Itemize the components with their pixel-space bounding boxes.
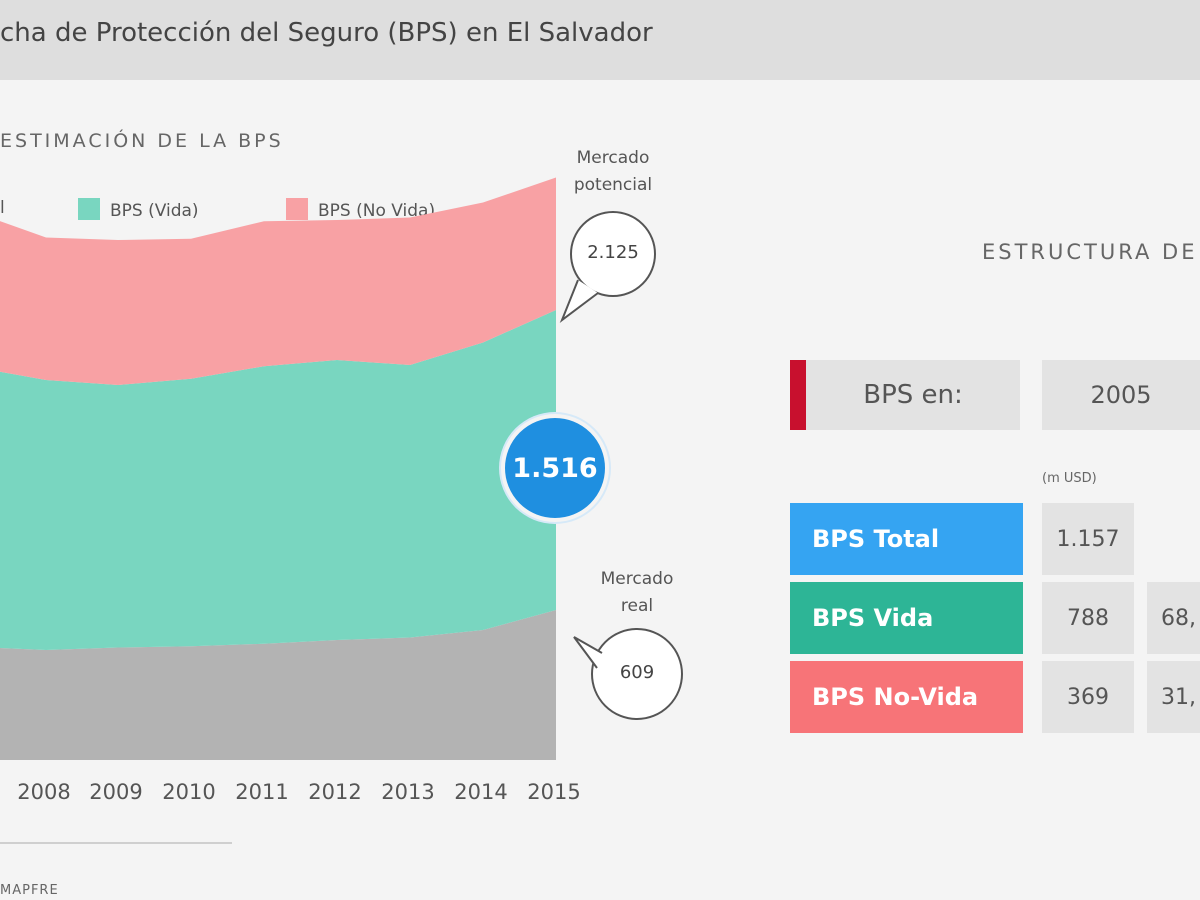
legend-item-novida: BPS (No Vida) — [286, 198, 435, 221]
chart-areas — [0, 177, 556, 760]
real-market-value: 609 — [619, 662, 655, 683]
row-label-bps-vida: BPS Vida — [790, 582, 1023, 654]
row-label-bps-total: BPS Total — [790, 503, 1023, 575]
legend-label-vida: BPS (Vida) — [110, 201, 199, 221]
real-label-line2: real — [620, 596, 654, 616]
x-axis-ticks: 2008 2009 2010 2011 2012 2013 2014 2015 — [17, 780, 580, 804]
area-bps-no-vida — [0, 177, 556, 385]
cell-bps-novida-value: 369 — [1042, 661, 1134, 733]
potential-market-value: 2.125 — [587, 242, 639, 263]
legend-swatch-vida — [78, 198, 100, 220]
section-title: ESTIMACIÓN DE LA BPS — [0, 130, 284, 152]
source-note: MAPFRE — [0, 883, 59, 898]
callout-bubbles — [553, 211, 683, 720]
real-market-label: Mercado real — [582, 566, 692, 620]
area-bps-vida — [0, 310, 556, 650]
x-tick-label: 2013 — [381, 780, 434, 804]
legend-swatch-novida — [286, 198, 308, 220]
legend-item-vida: BPS (Vida) — [78, 198, 199, 221]
divider — [0, 842, 232, 844]
real-label-line1: Mercado — [600, 569, 674, 589]
potential-value-bubble — [559, 211, 656, 323]
cell-bps-total-value: 1.157 — [1042, 503, 1134, 575]
real-value-bubble — [573, 628, 683, 720]
legend-item-base: l — [0, 198, 5, 218]
legend-label-base: l — [0, 198, 5, 218]
x-tick-label: 2010 — [162, 780, 215, 804]
cell-bps-novida-pct: 31, — [1147, 661, 1200, 733]
potential-label-line2: potencial — [573, 175, 653, 195]
x-tick-label: 2008 — [17, 780, 70, 804]
page-title: cha de Protección del Seguro (BPS) en El… — [0, 18, 653, 48]
stacked-area-chart: 2008 2009 2010 2011 2012 2013 2014 2015 — [0, 177, 683, 804]
potential-label-line1: Mercado — [576, 148, 650, 168]
year-selector[interactable]: 2005 — [1042, 360, 1200, 430]
highlight-value-circle: 1.516 — [501, 414, 609, 522]
x-tick-label: 2015 — [527, 780, 580, 804]
area-base — [0, 610, 556, 760]
structure-title: ESTRUCTURA DE — [982, 240, 1198, 264]
x-tick-label: 2014 — [454, 780, 507, 804]
x-tick-label: 2012 — [308, 780, 361, 804]
x-tick-label: 2011 — [235, 780, 288, 804]
row-label-bps-novida: BPS No-Vida — [790, 661, 1023, 733]
units-label: (m USD) — [1042, 471, 1097, 486]
bps-en-label: BPS en: — [790, 360, 1020, 430]
potential-market-label: Mercado potencial — [558, 145, 668, 199]
legend-label-novida: BPS (No Vida) — [318, 201, 436, 221]
cell-bps-vida-value: 788 — [1042, 582, 1134, 654]
cell-bps-vida-pct: 68, — [1147, 582, 1200, 654]
x-tick-label: 2009 — [89, 780, 142, 804]
header-bar — [0, 0, 1200, 80]
